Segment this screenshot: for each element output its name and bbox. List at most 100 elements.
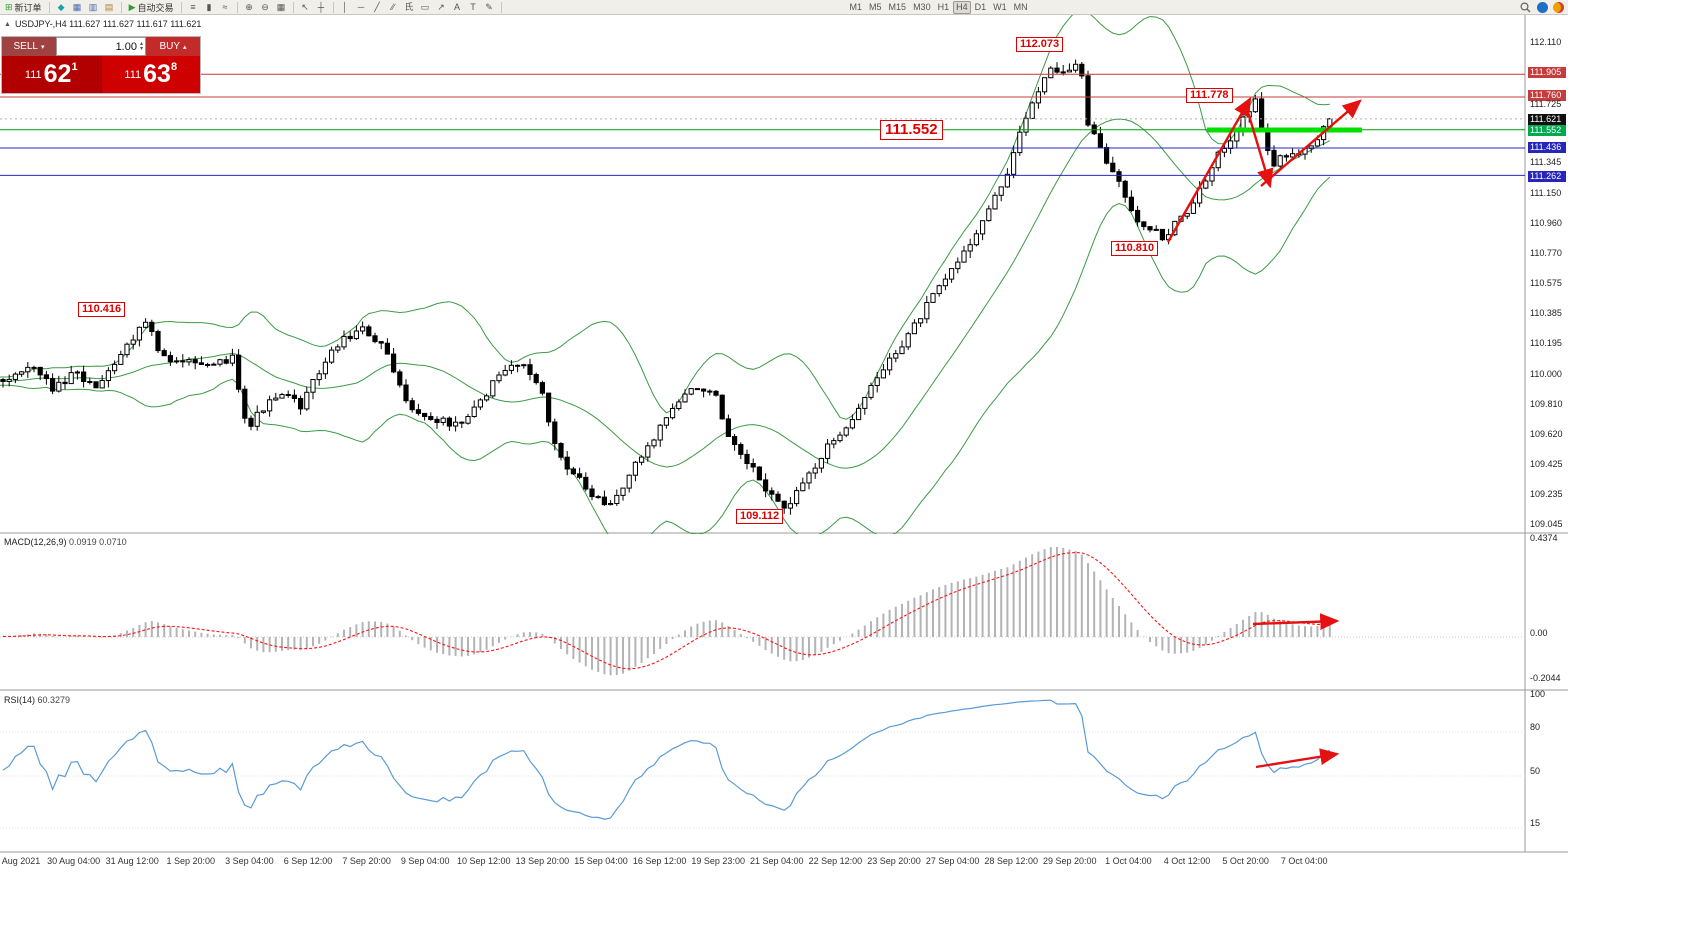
price-axis-label: 109.620 [1530, 429, 1563, 439]
tile-windows-icon[interactable]: ▦ [274, 1, 289, 14]
indicator-axis-label: -0.2044 [1530, 673, 1561, 683]
bar-chart-icon[interactable]: ≡ [186, 1, 201, 14]
pencil-icon: ✎ [485, 1, 493, 12]
timeframe-w1-button[interactable]: W1 [990, 1, 1010, 14]
time-axis-label: 19 Sep 23:00 [691, 856, 745, 866]
vertical-line-icon: │ [342, 1, 348, 12]
sell-price-pips: 62 [43, 60, 72, 88]
timeframe-m5-button[interactable]: M5 [866, 1, 885, 14]
price-axis-label: 110.770 [1530, 248, 1562, 258]
trend-arrow [1246, 111, 1274, 189]
candlestick-chart-icon[interactable]: ▮ [202, 1, 217, 14]
mql5-community-icon[interactable] [1537, 1, 1548, 13]
market-watch-icon[interactable]: ▥ [86, 1, 101, 14]
price-callout[interactable]: 109.112 [736, 509, 784, 524]
timeframe-mn-button[interactable]: MN [1011, 1, 1031, 14]
toolbar-separator [48, 1, 50, 13]
indicator-axis-label: 15 [1530, 818, 1541, 828]
time-axis-label: 22 Sep 12:00 [808, 856, 863, 866]
lot-stepper[interactable]: ▴ ▾ [139, 40, 143, 52]
pencil-icon[interactable]: ✎ [482, 1, 497, 14]
arrow-tool-icon[interactable]: ↗ [434, 1, 449, 14]
new-order-button-label: 新订单 [14, 2, 42, 13]
time-axis-label: 27 Sep 04:00 [925, 856, 980, 866]
price-axis-label: 109.045 [1530, 519, 1563, 529]
price-axis-label: 109.235 [1530, 489, 1563, 499]
rsi-panel [0, 699, 1525, 829]
vertical-line-icon[interactable]: │ [338, 1, 353, 14]
new-order-button[interactable]: ⊞ 新订单 [2, 1, 45, 14]
time-axis-label: 21 Sep 04:00 [750, 856, 804, 866]
timeframe-h4-button[interactable]: H4 [953, 0, 971, 14]
price-axis-label: 111.436 [1528, 142, 1566, 153]
data-window-icon: ▤ [104, 1, 114, 12]
buy-button[interactable]: BUY ▴ [146, 37, 200, 56]
bar-chart-icon: ≡ [190, 1, 196, 12]
data-window-icon[interactable]: ▤ [102, 1, 117, 14]
shapes-icon[interactable]: ▭ [418, 1, 433, 14]
buy-price-tile[interactable]: 111 63 8 [101, 56, 200, 93]
stepper-down-icon[interactable]: ▾ [139, 45, 143, 52]
fibonacci-icon[interactable]: 氏 [402, 1, 417, 14]
timeframe-h1-button[interactable]: H1 [935, 1, 953, 14]
candlestick-chart-icon: ▮ [206, 1, 212, 12]
text-icon[interactable]: A [450, 1, 465, 14]
price-callout[interactable]: 110.416 [78, 302, 126, 317]
lot-size-field[interactable]: 1.00 ▴ ▾ [56, 37, 146, 56]
price-axis-label: 112.110 [1530, 37, 1562, 47]
time-axis-label: 9 Sep 04:00 [400, 856, 450, 866]
timeframe-m15-button[interactable]: M15 [886, 1, 910, 14]
crosshair-icon[interactable]: ┼ [314, 1, 329, 14]
sell-button[interactable]: SELL ▾ [2, 37, 56, 56]
zoom-in-icon[interactable]: ⊕ [242, 1, 257, 14]
crosshair-icon: ┼ [317, 1, 325, 12]
price-callout[interactable]: 110.810 [1111, 241, 1159, 256]
zoom-out-icon[interactable]: ⊖ [258, 1, 273, 14]
price-axis-label: 111.552 [1528, 125, 1566, 136]
timeframe-d1-button[interactable]: D1 [972, 1, 990, 14]
channel-icon[interactable]: ∕∕ [386, 1, 401, 14]
trendline-icon[interactable]: ╱ [370, 1, 385, 14]
shapes-icon: ▭ [420, 1, 430, 12]
mql5-icon[interactable]: ◆ [54, 1, 69, 14]
price-callout[interactable]: 112.073 [1016, 37, 1064, 52]
time-axis-label: 7 Sep 20:00 [342, 856, 391, 866]
toolbar-separator [500, 1, 502, 13]
help-icon[interactable] [1553, 1, 1564, 13]
trendline-icon: ╱ [374, 1, 380, 12]
collapse-panel-icon[interactable]: ▲ [4, 20, 11, 28]
chevron-down-icon: ▾ [40, 43, 45, 51]
timeframe-m30-button[interactable]: M30 [910, 1, 934, 14]
time-axis-label: 4 Oct 12:00 [1163, 856, 1211, 866]
time-axis-label: 10 Sep 12:00 [457, 856, 511, 866]
sell-price-tile[interactable]: 111 62 1 [2, 56, 102, 93]
time-axis-label: 1 Sep 20:00 [166, 856, 216, 866]
toolbar-separator [332, 1, 334, 13]
price-axis-label: 109.425 [1530, 459, 1563, 469]
search-icon[interactable] [1517, 1, 1534, 14]
text-label-icon[interactable]: T [466, 1, 481, 14]
toolbar-separator [180, 1, 182, 13]
tile-windows-icon: ▦ [276, 1, 286, 12]
price-panel [0, 15, 1525, 534]
price-axis-label: 111.760 [1528, 90, 1566, 101]
timeframe-m1-button[interactable]: M1 [847, 1, 866, 14]
chevron-up-icon: ▴ [183, 43, 187, 51]
price-callout[interactable]: 111.552 [880, 120, 943, 140]
charts-window-icon[interactable]: ▦ [70, 1, 85, 14]
stepper-up-icon[interactable]: ▴ [139, 40, 143, 47]
line-chart-icon[interactable]: ≈ [218, 1, 233, 14]
horizontal-line-icon[interactable]: ─ [354, 1, 369, 14]
cursor-icon: ↖ [301, 1, 309, 12]
cursor-icon[interactable]: ↖ [298, 1, 313, 14]
time-axis-label: 29 Sep 20:00 [1043, 856, 1097, 866]
trend-arrow [1166, 96, 1252, 243]
macd-indicator-label: MACD(12,26,9) 0.0919 0.0710 [4, 537, 127, 547]
price-callout[interactable]: 111.778 [1186, 88, 1233, 103]
rsi-indicator-label: RSI(14) 60.3279 [4, 695, 71, 705]
autotrading-button[interactable]: ▶ 自动交易 [126, 1, 177, 14]
price-axis-label: 110.000 [1530, 369, 1562, 379]
